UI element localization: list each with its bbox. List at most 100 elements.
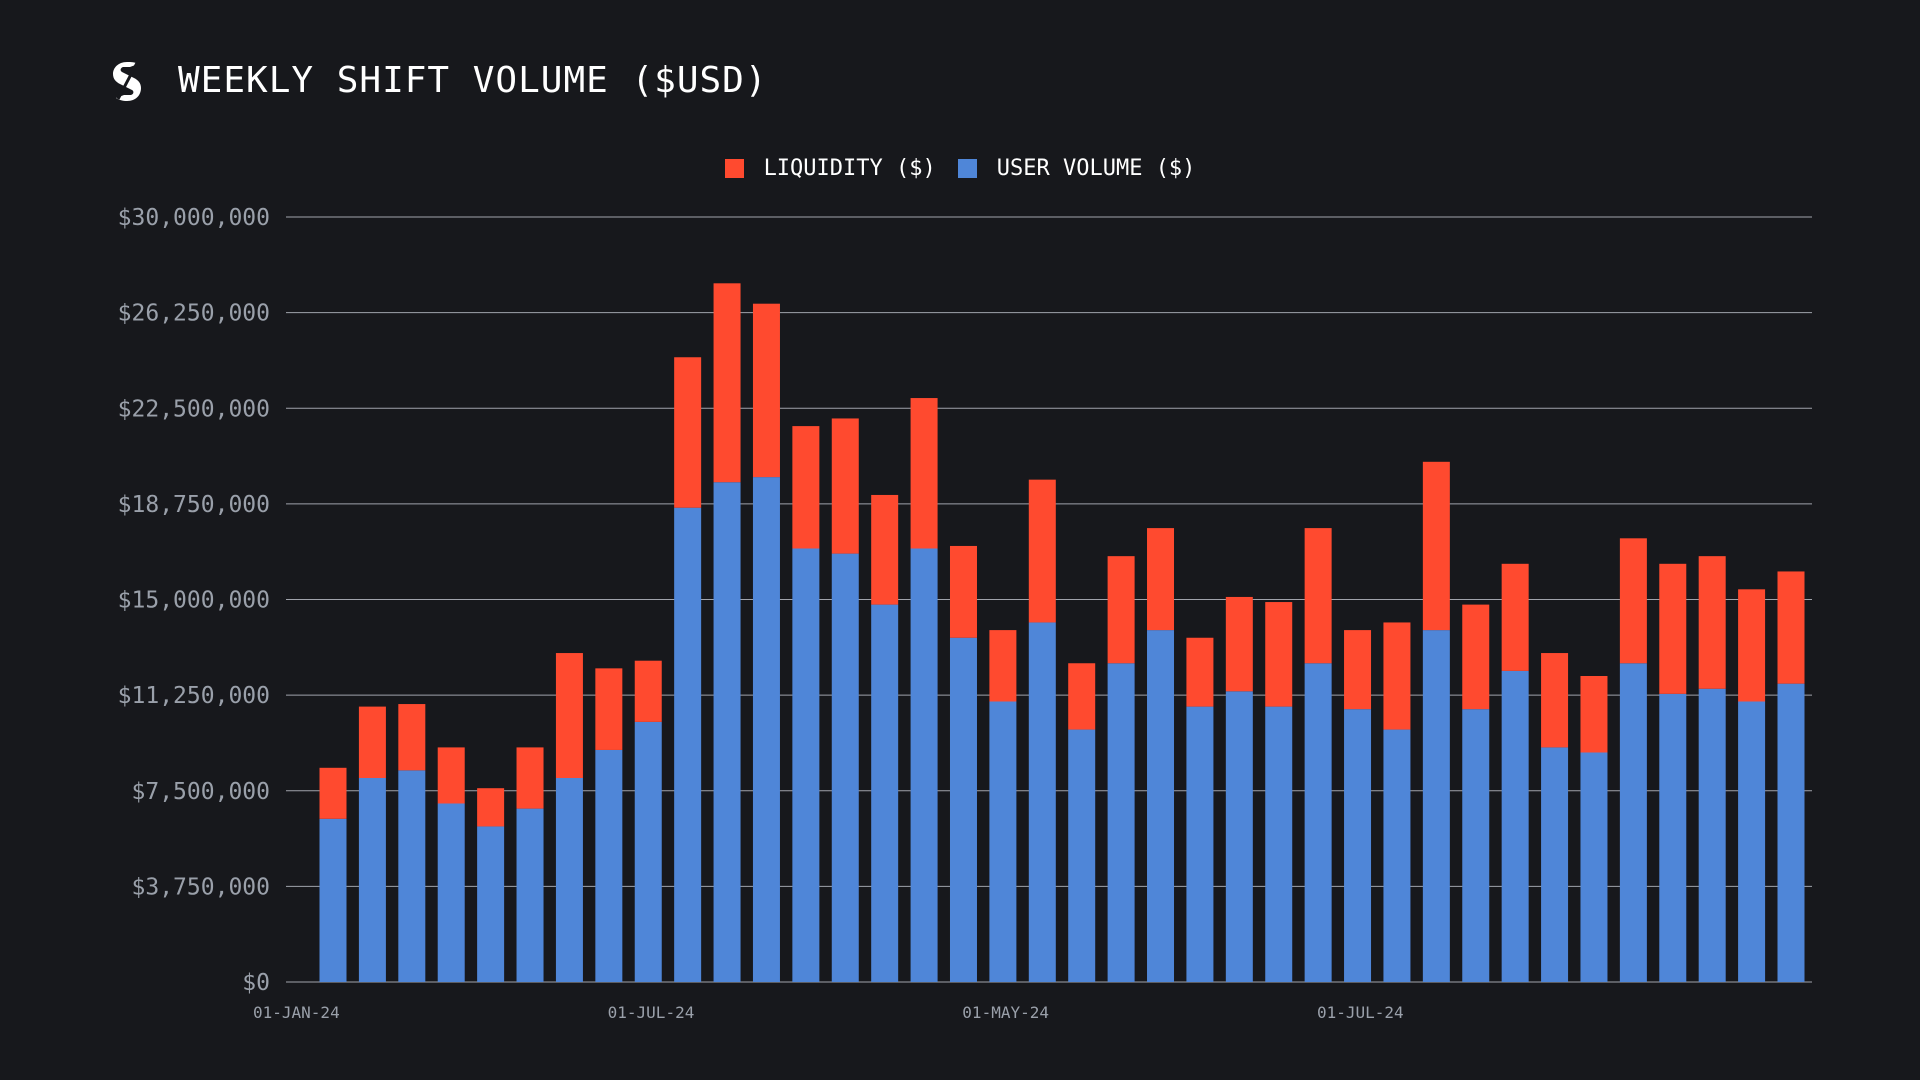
chart-legend: LIQUIDITY ($) USER VOLUME ($) bbox=[0, 156, 1920, 181]
bar-liquidity bbox=[1225, 596, 1253, 692]
y-tick-label: $26,250,000 bbox=[118, 301, 270, 327]
bar-user-volume bbox=[1383, 729, 1411, 982]
bar-liquidity bbox=[1698, 556, 1726, 689]
bar-liquidity bbox=[871, 494, 899, 605]
bar-liquidity bbox=[595, 668, 623, 750]
bar-user-volume bbox=[477, 826, 505, 982]
bar-user-volume bbox=[1698, 688, 1726, 982]
bar-user-volume bbox=[674, 507, 702, 982]
bar-user-volume bbox=[831, 553, 859, 982]
bar-liquidity bbox=[1422, 461, 1450, 631]
legend-label-user-volume: USER VOLUME ($) bbox=[996, 156, 1196, 181]
bar-liquidity bbox=[1147, 528, 1175, 631]
chart-header: WEEKLY SHIFT VOLUME ($USD) bbox=[110, 56, 768, 104]
bar-user-volume bbox=[949, 637, 977, 982]
bar-liquidity bbox=[752, 303, 780, 478]
bar-user-volume bbox=[1304, 663, 1332, 982]
bar-user-volume bbox=[1422, 630, 1450, 982]
legend-swatch-user-volume bbox=[957, 159, 977, 178]
bar-user-volume bbox=[398, 770, 426, 982]
bar-user-volume bbox=[634, 721, 662, 982]
bar-user-volume bbox=[1225, 691, 1253, 982]
bar-liquidity bbox=[1619, 538, 1647, 664]
sideshift-logo-icon bbox=[113, 62, 141, 101]
bar-liquidity bbox=[1028, 479, 1056, 623]
legend-item-user-volume: USER VOLUME ($) bbox=[957, 156, 1196, 181]
bar-user-volume bbox=[437, 803, 465, 982]
bar-user-volume bbox=[1777, 683, 1805, 982]
bar-user-volume bbox=[871, 604, 899, 982]
x-tick-label: 01-JAN-24 bbox=[253, 1003, 340, 1022]
bar-user-volume bbox=[713, 482, 741, 982]
bar-liquidity bbox=[1265, 602, 1293, 707]
bar-liquidity bbox=[1186, 637, 1214, 707]
y-tick-label: $22,500,000 bbox=[118, 396, 270, 422]
bar-user-volume bbox=[1619, 663, 1647, 982]
bar-liquidity bbox=[949, 545, 977, 638]
bar-user-volume bbox=[910, 548, 938, 982]
bar-user-volume bbox=[1068, 729, 1096, 982]
bar-liquidity bbox=[477, 788, 505, 827]
bar-user-volume bbox=[358, 778, 386, 982]
bar-user-volume bbox=[989, 701, 1017, 982]
bar-liquidity bbox=[437, 747, 465, 804]
y-tick-label: $18,750,000 bbox=[118, 492, 270, 518]
bar-user-volume bbox=[319, 818, 347, 982]
bar-liquidity bbox=[1738, 589, 1766, 702]
bar-user-volume bbox=[555, 778, 583, 982]
legend-swatch-liquidity bbox=[724, 159, 744, 178]
bar-liquidity bbox=[1068, 663, 1096, 730]
y-tick-label: $15,000,000 bbox=[118, 588, 270, 614]
bar-user-volume bbox=[516, 808, 544, 982]
bar-user-volume bbox=[1501, 670, 1529, 982]
bar-user-volume bbox=[1265, 706, 1293, 982]
y-tick-label: $3,750,000 bbox=[132, 874, 270, 900]
legend-item-liquidity: LIQUIDITY ($) bbox=[724, 156, 936, 181]
bar-liquidity bbox=[555, 653, 583, 778]
x-tick-label: 01-JUL-24 bbox=[608, 1003, 695, 1022]
bar-liquidity bbox=[1107, 556, 1135, 664]
bar-liquidity bbox=[1580, 676, 1608, 753]
x-tick-label: 01-JUL-24 bbox=[1317, 1003, 1404, 1022]
bar-liquidity bbox=[398, 704, 426, 771]
y-tick-label: $0 bbox=[242, 970, 270, 996]
legend-label-liquidity: LIQUIDITY ($) bbox=[763, 156, 936, 181]
bar-liquidity bbox=[319, 767, 347, 819]
bar-liquidity bbox=[1501, 563, 1529, 671]
bar-user-volume bbox=[1462, 709, 1490, 982]
bar-liquidity bbox=[1344, 630, 1372, 710]
page-title: WEEKLY SHIFT VOLUME ($USD) bbox=[178, 59, 768, 101]
bar-liquidity bbox=[1777, 571, 1805, 684]
bar-user-volume bbox=[752, 477, 780, 982]
bar-user-volume bbox=[595, 749, 623, 982]
x-tick-label: 01-MAY-24 bbox=[962, 1003, 1049, 1022]
bar-user-volume bbox=[1541, 747, 1569, 982]
bar-liquidity bbox=[1659, 563, 1687, 694]
bar-user-volume bbox=[1344, 709, 1372, 982]
bar-user-volume bbox=[1580, 752, 1608, 982]
bar-liquidity bbox=[674, 357, 702, 508]
bar-user-volume bbox=[1186, 706, 1214, 982]
bar-liquidity bbox=[358, 706, 386, 778]
bar-liquidity bbox=[989, 630, 1017, 702]
bar-liquidity bbox=[1304, 528, 1332, 664]
bar-liquidity bbox=[516, 747, 544, 809]
y-tick-label: $11,250,000 bbox=[118, 683, 270, 709]
bar-liquidity bbox=[1541, 653, 1569, 748]
bar-user-volume bbox=[1738, 701, 1766, 982]
y-tick-label: $30,000,000 bbox=[118, 205, 270, 231]
bar-liquidity bbox=[792, 426, 820, 549]
bar-user-volume bbox=[792, 548, 820, 982]
bar-liquidity bbox=[1462, 604, 1490, 710]
bar-liquidity bbox=[713, 283, 741, 483]
bar-liquidity bbox=[1383, 622, 1411, 730]
bar-user-volume bbox=[1028, 622, 1056, 982]
bar-user-volume bbox=[1659, 693, 1687, 982]
bar-liquidity bbox=[910, 398, 938, 549]
bar-user-volume bbox=[1147, 630, 1175, 982]
bar-liquidity bbox=[634, 660, 662, 722]
bar-liquidity bbox=[831, 418, 859, 554]
y-tick-label: $7,500,000 bbox=[132, 779, 270, 805]
bar-user-volume bbox=[1107, 663, 1135, 982]
